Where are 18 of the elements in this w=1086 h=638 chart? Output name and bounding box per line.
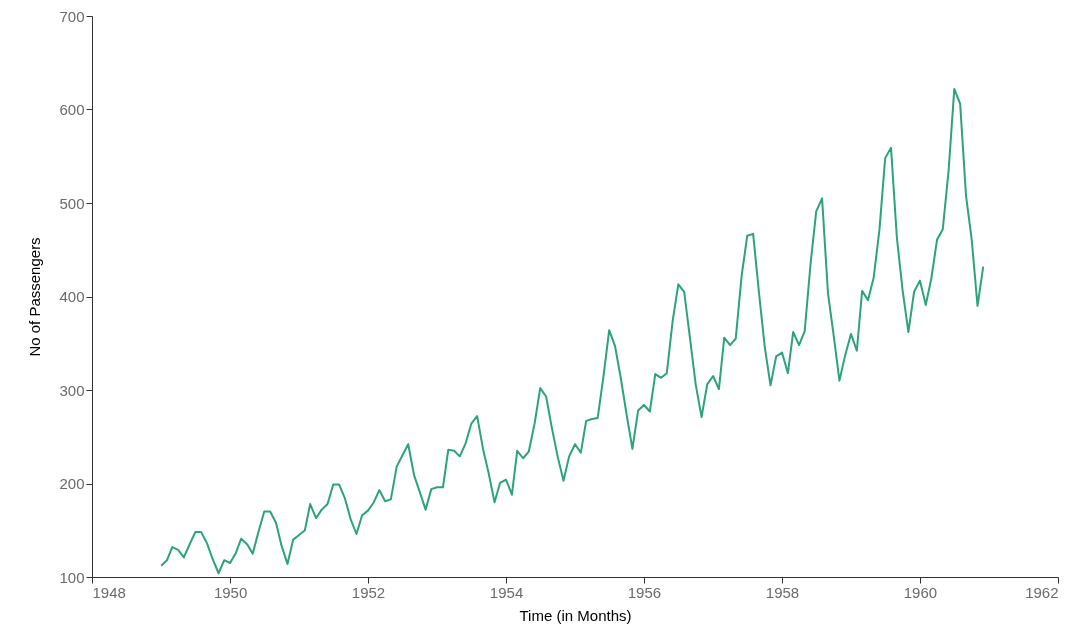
y-tick-label: 400 (59, 288, 85, 305)
y-tick-label: 300 (59, 381, 85, 399)
x-axis-title: Time (in Months) (519, 606, 632, 624)
y-axis-title: No of Passengers (26, 237, 44, 357)
y-tick-label: 200 (59, 475, 85, 492)
x-tick-label: 1958 (765, 583, 800, 601)
y-tick-label: 100 (59, 568, 85, 586)
x-tick-label: 1960 (903, 583, 938, 601)
y-tick-label: 500 (59, 194, 85, 212)
x-tick-label: 1948 (92, 583, 126, 601)
y-tick-label: 700 (59, 7, 85, 25)
x-tick-label: 1962 (1025, 583, 1059, 601)
x-tick-label: 1956 (627, 583, 662, 601)
x-tick-label: 1954 (489, 583, 524, 601)
y-tick-label: 600 (59, 101, 85, 118)
x-tick-label: 1950 (213, 583, 248, 601)
line-series (160, 87, 985, 575)
x-tick-label: 1952 (351, 583, 386, 601)
